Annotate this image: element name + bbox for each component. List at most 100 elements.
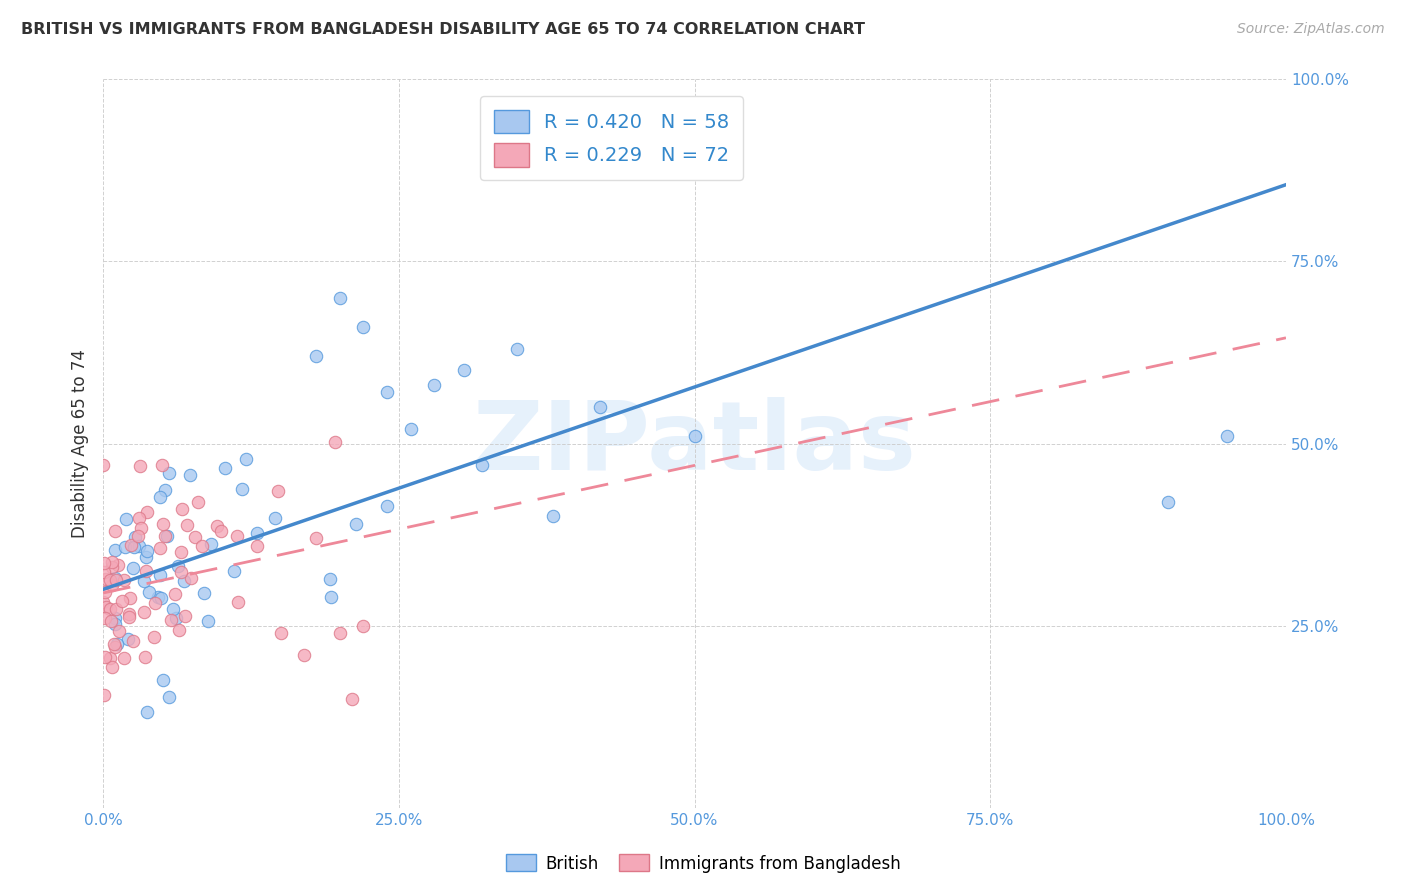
Point xyxy=(135,564,157,578)
Point xyxy=(375,385,398,400)
Point xyxy=(193,585,215,599)
Point xyxy=(187,495,209,509)
Point xyxy=(205,518,228,533)
Point xyxy=(352,619,374,633)
Point xyxy=(94,649,117,664)
Point xyxy=(157,466,180,480)
Point xyxy=(146,590,169,604)
Point xyxy=(135,549,157,564)
Text: Source: ZipAtlas.com: Source: ZipAtlas.com xyxy=(1237,22,1385,37)
Point xyxy=(173,574,195,589)
Point xyxy=(179,467,201,482)
Point xyxy=(149,568,172,582)
Point xyxy=(167,559,190,574)
Legend: R = 0.420   N = 58, R = 0.229   N = 72: R = 0.420 N = 58, R = 0.229 N = 72 xyxy=(481,96,744,180)
Point xyxy=(506,342,529,356)
Point xyxy=(191,540,214,554)
Point xyxy=(104,640,127,654)
Y-axis label: Disability Age 65 to 74: Disability Age 65 to 74 xyxy=(72,349,89,538)
Point xyxy=(134,649,156,664)
Point xyxy=(1216,429,1239,443)
Point xyxy=(209,524,232,538)
Point xyxy=(103,636,125,650)
Point xyxy=(683,429,706,443)
Point xyxy=(246,526,269,541)
Point xyxy=(170,565,193,579)
Point xyxy=(117,632,139,646)
Point xyxy=(292,648,315,662)
Point xyxy=(104,617,127,632)
Point xyxy=(93,557,115,571)
Point xyxy=(270,626,292,640)
Point xyxy=(170,545,193,559)
Point xyxy=(267,483,290,498)
Point xyxy=(329,291,352,305)
Point xyxy=(172,502,194,516)
Point xyxy=(1156,495,1178,509)
Point xyxy=(471,458,494,473)
Point xyxy=(399,422,422,436)
Point xyxy=(127,528,149,542)
Point xyxy=(340,691,363,706)
Point xyxy=(121,634,143,648)
Point xyxy=(138,584,160,599)
Point xyxy=(118,610,141,624)
Point xyxy=(184,530,207,544)
Point xyxy=(98,602,121,616)
Point xyxy=(114,541,136,555)
Point xyxy=(159,613,181,627)
Point xyxy=(101,659,124,673)
Point xyxy=(200,537,222,551)
Point xyxy=(93,689,115,703)
Point xyxy=(143,596,166,610)
Point xyxy=(129,459,152,474)
Point xyxy=(224,564,246,578)
Point xyxy=(112,651,135,665)
Point xyxy=(94,599,117,614)
Point xyxy=(93,566,115,580)
Text: BRITISH VS IMMIGRANTS FROM BANGLADESH DISABILITY AGE 65 TO 74 CORRELATION CHART: BRITISH VS IMMIGRANTS FROM BANGLADESH DI… xyxy=(21,22,865,37)
Point xyxy=(173,609,195,624)
Point xyxy=(453,362,475,376)
Point xyxy=(165,587,187,601)
Point xyxy=(94,611,117,625)
Point xyxy=(136,705,159,719)
Point xyxy=(101,578,124,592)
Point xyxy=(100,614,122,628)
Point xyxy=(319,572,342,586)
Point xyxy=(152,516,174,531)
Point xyxy=(153,529,176,543)
Point xyxy=(162,602,184,616)
Text: ZIPatlas: ZIPatlas xyxy=(472,397,917,490)
Point xyxy=(214,461,236,475)
Point xyxy=(111,594,134,608)
Point xyxy=(128,510,150,524)
Point xyxy=(124,530,146,544)
Point xyxy=(167,623,190,637)
Point xyxy=(118,591,141,605)
Point xyxy=(107,624,129,639)
Point xyxy=(226,595,249,609)
Point xyxy=(107,558,129,573)
Point xyxy=(104,571,127,585)
Point xyxy=(115,512,138,526)
Legend: British, Immigrants from Bangladesh: British, Immigrants from Bangladesh xyxy=(499,847,907,880)
Point xyxy=(423,378,446,392)
Point xyxy=(118,607,141,622)
Point xyxy=(112,573,135,587)
Point xyxy=(264,511,287,525)
Point xyxy=(176,518,198,533)
Point xyxy=(344,516,367,531)
Point xyxy=(305,531,328,545)
Point xyxy=(329,626,352,640)
Point xyxy=(94,585,117,599)
Point xyxy=(134,574,156,589)
Point xyxy=(122,540,145,554)
Point xyxy=(98,650,121,665)
Point xyxy=(100,555,122,569)
Point xyxy=(120,539,142,553)
Point xyxy=(135,544,157,558)
Point xyxy=(319,591,342,605)
Point xyxy=(105,573,128,587)
Point xyxy=(148,541,170,555)
